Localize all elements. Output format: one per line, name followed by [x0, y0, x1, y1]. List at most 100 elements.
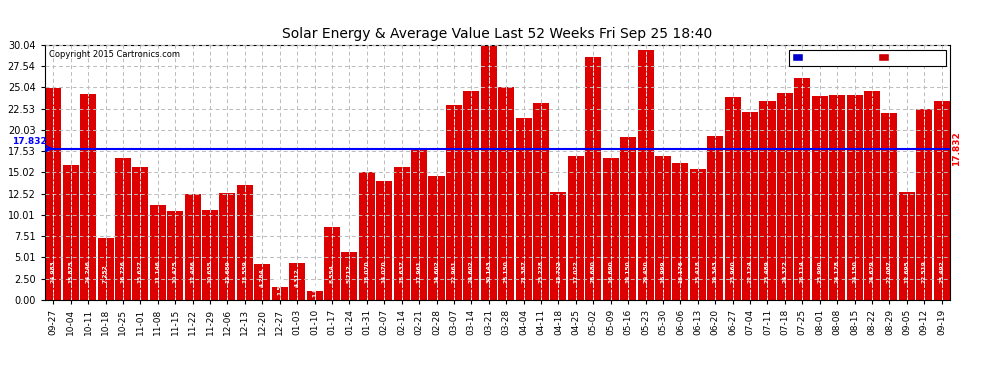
Bar — [237, 185, 252, 300]
Bar — [655, 156, 671, 300]
Text: 8.554: 8.554 — [330, 264, 335, 283]
Bar — [934, 100, 949, 300]
Text: 24.372: 24.372 — [782, 260, 787, 283]
Bar — [585, 57, 601, 300]
Text: 16.690: 16.690 — [608, 260, 613, 283]
Text: 15.418: 15.418 — [695, 260, 700, 283]
Text: 23.492: 23.492 — [940, 260, 944, 283]
Text: 24.246: 24.246 — [85, 260, 91, 283]
Bar — [289, 263, 305, 300]
Text: 24.983: 24.983 — [50, 260, 55, 283]
Bar — [707, 136, 724, 300]
Bar — [516, 118, 532, 300]
Text: 24.150: 24.150 — [852, 260, 857, 283]
Bar — [742, 112, 758, 300]
Bar — [46, 88, 61, 300]
Text: 10.655: 10.655 — [208, 260, 213, 283]
Text: 23.489: 23.489 — [765, 260, 770, 283]
Bar — [394, 167, 410, 300]
Bar — [533, 103, 549, 300]
Bar — [184, 194, 201, 300]
Text: 29.450: 29.450 — [644, 260, 648, 283]
Bar — [80, 94, 96, 300]
Bar — [481, 44, 497, 300]
Text: 24.178: 24.178 — [835, 260, 840, 283]
Text: 14.602: 14.602 — [434, 260, 439, 283]
Bar — [324, 227, 340, 300]
Text: 1.529: 1.529 — [277, 277, 282, 296]
Text: 22.124: 22.124 — [747, 260, 752, 283]
Bar — [254, 264, 270, 300]
Bar — [638, 50, 653, 300]
Bar — [62, 165, 78, 300]
Bar — [411, 147, 427, 300]
Bar — [376, 181, 392, 300]
Bar — [202, 210, 218, 300]
Bar — [846, 95, 862, 300]
Bar — [672, 163, 688, 300]
Text: 25.150: 25.150 — [504, 260, 509, 283]
Bar — [446, 105, 462, 300]
Bar — [759, 100, 775, 300]
Text: 15.627: 15.627 — [138, 260, 143, 283]
Text: 23.960: 23.960 — [731, 260, 736, 283]
Bar — [917, 109, 933, 300]
Bar — [568, 156, 584, 300]
Text: 23.990: 23.990 — [818, 261, 823, 283]
Bar — [167, 211, 183, 300]
Text: 14.070: 14.070 — [382, 260, 387, 283]
Bar — [220, 192, 236, 300]
Bar — [620, 138, 637, 300]
Text: 16.726: 16.726 — [121, 260, 126, 283]
Bar — [794, 78, 811, 300]
Bar — [97, 238, 114, 300]
Bar — [830, 95, 845, 300]
Bar — [307, 291, 323, 300]
Bar — [550, 192, 566, 300]
Text: 28.680: 28.680 — [591, 260, 596, 283]
Text: 12.659: 12.659 — [225, 260, 230, 283]
Bar — [777, 93, 793, 300]
Text: 15.875: 15.875 — [68, 260, 73, 283]
Text: 12.486: 12.486 — [190, 260, 195, 283]
Text: 15.070: 15.070 — [364, 260, 369, 283]
Text: 17.961: 17.961 — [417, 260, 422, 283]
Text: 24.679: 24.679 — [869, 260, 874, 283]
Bar — [271, 287, 288, 300]
Text: 21.387: 21.387 — [521, 260, 526, 283]
Text: Copyright 2015 Cartronics.com: Copyright 2015 Cartronics.com — [50, 50, 180, 59]
Text: 10.475: 10.475 — [172, 260, 177, 283]
Bar — [358, 172, 375, 300]
Legend: Average  ($), Daily  ($): Average ($), Daily ($) — [789, 50, 945, 66]
Bar — [342, 252, 357, 300]
Title: Solar Energy & Average Value Last 52 Weeks Fri Sep 25 18:40: Solar Energy & Average Value Last 52 Wee… — [282, 27, 713, 41]
Bar — [690, 169, 706, 300]
Bar — [812, 96, 828, 300]
Text: 17.022: 17.022 — [573, 260, 578, 283]
Bar — [463, 91, 479, 300]
Text: 12.722: 12.722 — [556, 260, 561, 283]
Text: 19.343: 19.343 — [713, 260, 718, 283]
Text: 7.252: 7.252 — [103, 264, 108, 283]
Text: 13.559: 13.559 — [243, 260, 248, 283]
Text: 11.146: 11.146 — [155, 260, 160, 283]
Bar — [429, 176, 445, 300]
Text: 19.150: 19.150 — [626, 260, 631, 283]
Text: 16.176: 16.176 — [678, 260, 683, 283]
Bar — [881, 112, 898, 300]
Text: 17.832: 17.832 — [12, 137, 47, 146]
Bar — [603, 158, 619, 300]
Text: 23.228: 23.228 — [539, 260, 544, 283]
Text: 16.999: 16.999 — [660, 261, 665, 283]
Text: 17.832: 17.832 — [952, 131, 961, 166]
Bar — [899, 192, 915, 300]
Text: 26.114: 26.114 — [800, 260, 805, 283]
Text: 24.602: 24.602 — [469, 260, 474, 283]
Bar — [149, 206, 165, 300]
Text: 22.087: 22.087 — [887, 260, 892, 283]
Bar — [864, 90, 880, 300]
Bar — [498, 87, 514, 300]
Bar — [115, 158, 131, 300]
Text: 12.695: 12.695 — [904, 260, 910, 283]
Bar — [133, 167, 148, 300]
